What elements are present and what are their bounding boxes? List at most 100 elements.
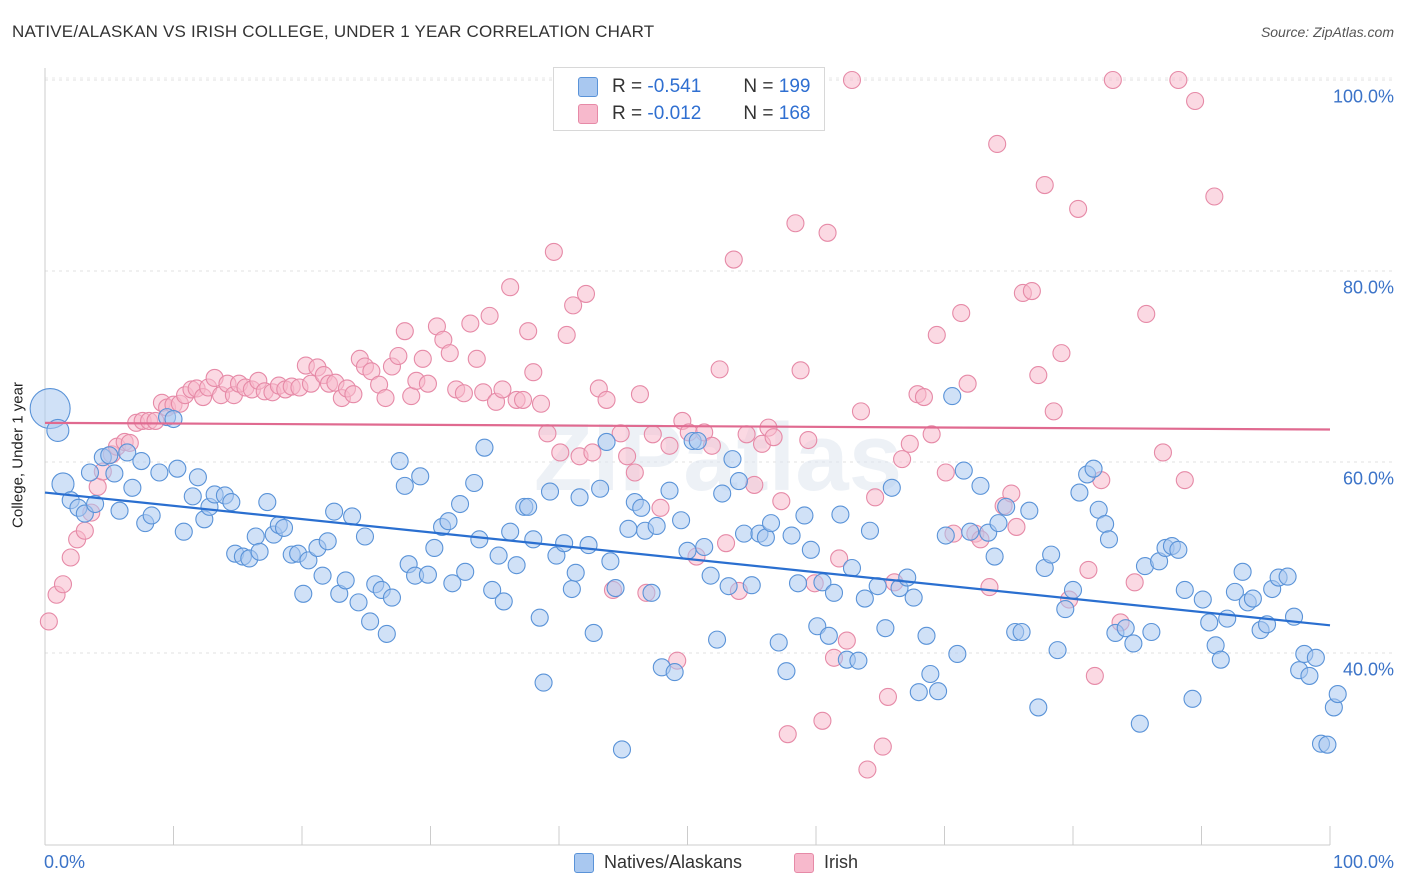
- natives-alaskans-point: [723, 450, 742, 469]
- natives-alaskans-point: [954, 461, 973, 480]
- irish-point: [551, 443, 570, 462]
- x-tick-label-start: 0.0%: [44, 852, 86, 872]
- natives-alaskans-point: [562, 579, 581, 599]
- irish-point: [893, 450, 912, 469]
- irish-point: [936, 463, 955, 482]
- natives-alaskans-point: [1211, 650, 1230, 669]
- natives-alaskans-point: [855, 589, 874, 608]
- irish-point: [493, 380, 512, 399]
- natives-alaskans-point: [1278, 567, 1297, 586]
- natives-alaskans-point: [110, 501, 129, 520]
- natives-alaskans-point: [876, 619, 895, 638]
- natives-alaskans-point: [597, 432, 616, 451]
- natives-alaskans-point: [501, 522, 520, 541]
- natives-alaskans-point: [250, 542, 269, 561]
- natives-alaskans-point: [688, 431, 707, 451]
- natives-alaskans-point: [1328, 685, 1347, 704]
- legend-r-label: R =: [612, 103, 643, 124]
- natives-alaskans-trend-line: [44, 491, 1331, 627]
- irish-point: [480, 306, 499, 325]
- natives-alaskans-point: [489, 546, 508, 565]
- irish-point: [1029, 366, 1048, 385]
- natives-alaskans-point: [355, 527, 375, 546]
- irish-point: [1186, 91, 1205, 111]
- natives-alaskans-point: [761, 514, 781, 533]
- natives-alaskans-point: [1063, 580, 1083, 600]
- natives-alaskans-point: [904, 588, 923, 607]
- irish-point: [878, 687, 898, 706]
- legend-swatch-pink: [794, 852, 814, 873]
- natives-alaskans-point: [695, 537, 714, 557]
- natives-alaskans-point: [336, 571, 355, 590]
- natives-alaskans-point: [382, 588, 402, 607]
- natives-alaskans-point: [971, 476, 990, 495]
- natives-alaskans-point: [451, 494, 470, 514]
- irish-point: [538, 424, 557, 443]
- irish-point: [531, 394, 551, 413]
- irish-point: [557, 325, 576, 345]
- irish-point: [461, 314, 480, 333]
- natives-alaskans-point: [1084, 459, 1103, 478]
- irish-point: [778, 725, 797, 744]
- natives-alaskans-point: [719, 577, 738, 596]
- legend-item-natives[interactable]: Natives/Alaskans: [574, 852, 742, 873]
- irish-point: [625, 463, 644, 482]
- natives-alaskans-point: [570, 488, 589, 507]
- natives-alaskans-point: [701, 566, 720, 585]
- natives-alaskans-point: [1225, 582, 1244, 601]
- natives-alaskans-point: [105, 464, 124, 483]
- natives-alaskans-point: [1169, 540, 1188, 559]
- irish-point: [988, 134, 1007, 154]
- natives-alaskans-point: [936, 526, 955, 545]
- irish-point: [791, 361, 810, 380]
- natives-alaskans-point: [842, 558, 862, 578]
- natives-alaskans-point: [1124, 634, 1143, 653]
- natives-alaskans-point: [917, 626, 936, 645]
- natives-alaskans-point: [801, 540, 820, 559]
- natives-alaskans-point: [1218, 609, 1237, 628]
- natives-alaskans-point: [483, 580, 502, 600]
- legend-n-value: 199: [778, 76, 811, 97]
- irish-point: [772, 492, 791, 511]
- irish-point: [799, 430, 818, 450]
- irish-point: [866, 488, 885, 507]
- natives-alaskans-point: [86, 494, 105, 514]
- irish-point: [873, 737, 892, 756]
- legend-r-value: -0.541: [647, 76, 702, 97]
- irish-point: [1137, 304, 1156, 324]
- natives-alaskans-point: [909, 683, 928, 702]
- natives-alaskans-point: [246, 527, 265, 546]
- irish-point: [389, 346, 408, 366]
- irish-point: [75, 521, 94, 540]
- irish-point: [564, 296, 583, 315]
- natives-alaskans-point: [443, 574, 462, 593]
- natives-alaskans-point: [1070, 483, 1089, 502]
- natives-alaskans-point: [943, 387, 962, 406]
- natives-alaskans-point: [882, 478, 901, 497]
- y-tick-label: 80.0%: [1342, 277, 1394, 298]
- irish-point: [1052, 344, 1071, 363]
- irish-point: [524, 363, 543, 382]
- natives-alaskans-point: [456, 562, 475, 581]
- natives-alaskans-point: [524, 530, 543, 549]
- irish-point: [395, 322, 414, 341]
- natives-alaskans-point: [1020, 501, 1039, 520]
- natives-alaskans-point: [632, 498, 651, 517]
- natives-alaskans-point: [470, 530, 489, 549]
- legend-r-value: -0.012: [647, 103, 702, 124]
- natives-alaskans-point: [777, 662, 796, 681]
- natives-alaskans-point: [795, 506, 814, 525]
- legend-swatch-blue: [578, 77, 598, 97]
- natives-alaskans-point: [1193, 590, 1212, 609]
- natives-alaskans-point: [494, 592, 513, 611]
- irish-point: [1022, 282, 1041, 301]
- natives-alaskans-point: [1042, 545, 1061, 564]
- natives-alaskans-point: [678, 541, 697, 560]
- irish-point: [402, 387, 421, 406]
- legend-item-irish[interactable]: Irish: [794, 852, 858, 873]
- natives-alaskans-point: [390, 451, 409, 471]
- irish-point: [660, 436, 679, 455]
- natives-alaskans-point: [540, 482, 560, 501]
- irish-point: [716, 534, 736, 553]
- legend-n-label: N =: [743, 76, 774, 97]
